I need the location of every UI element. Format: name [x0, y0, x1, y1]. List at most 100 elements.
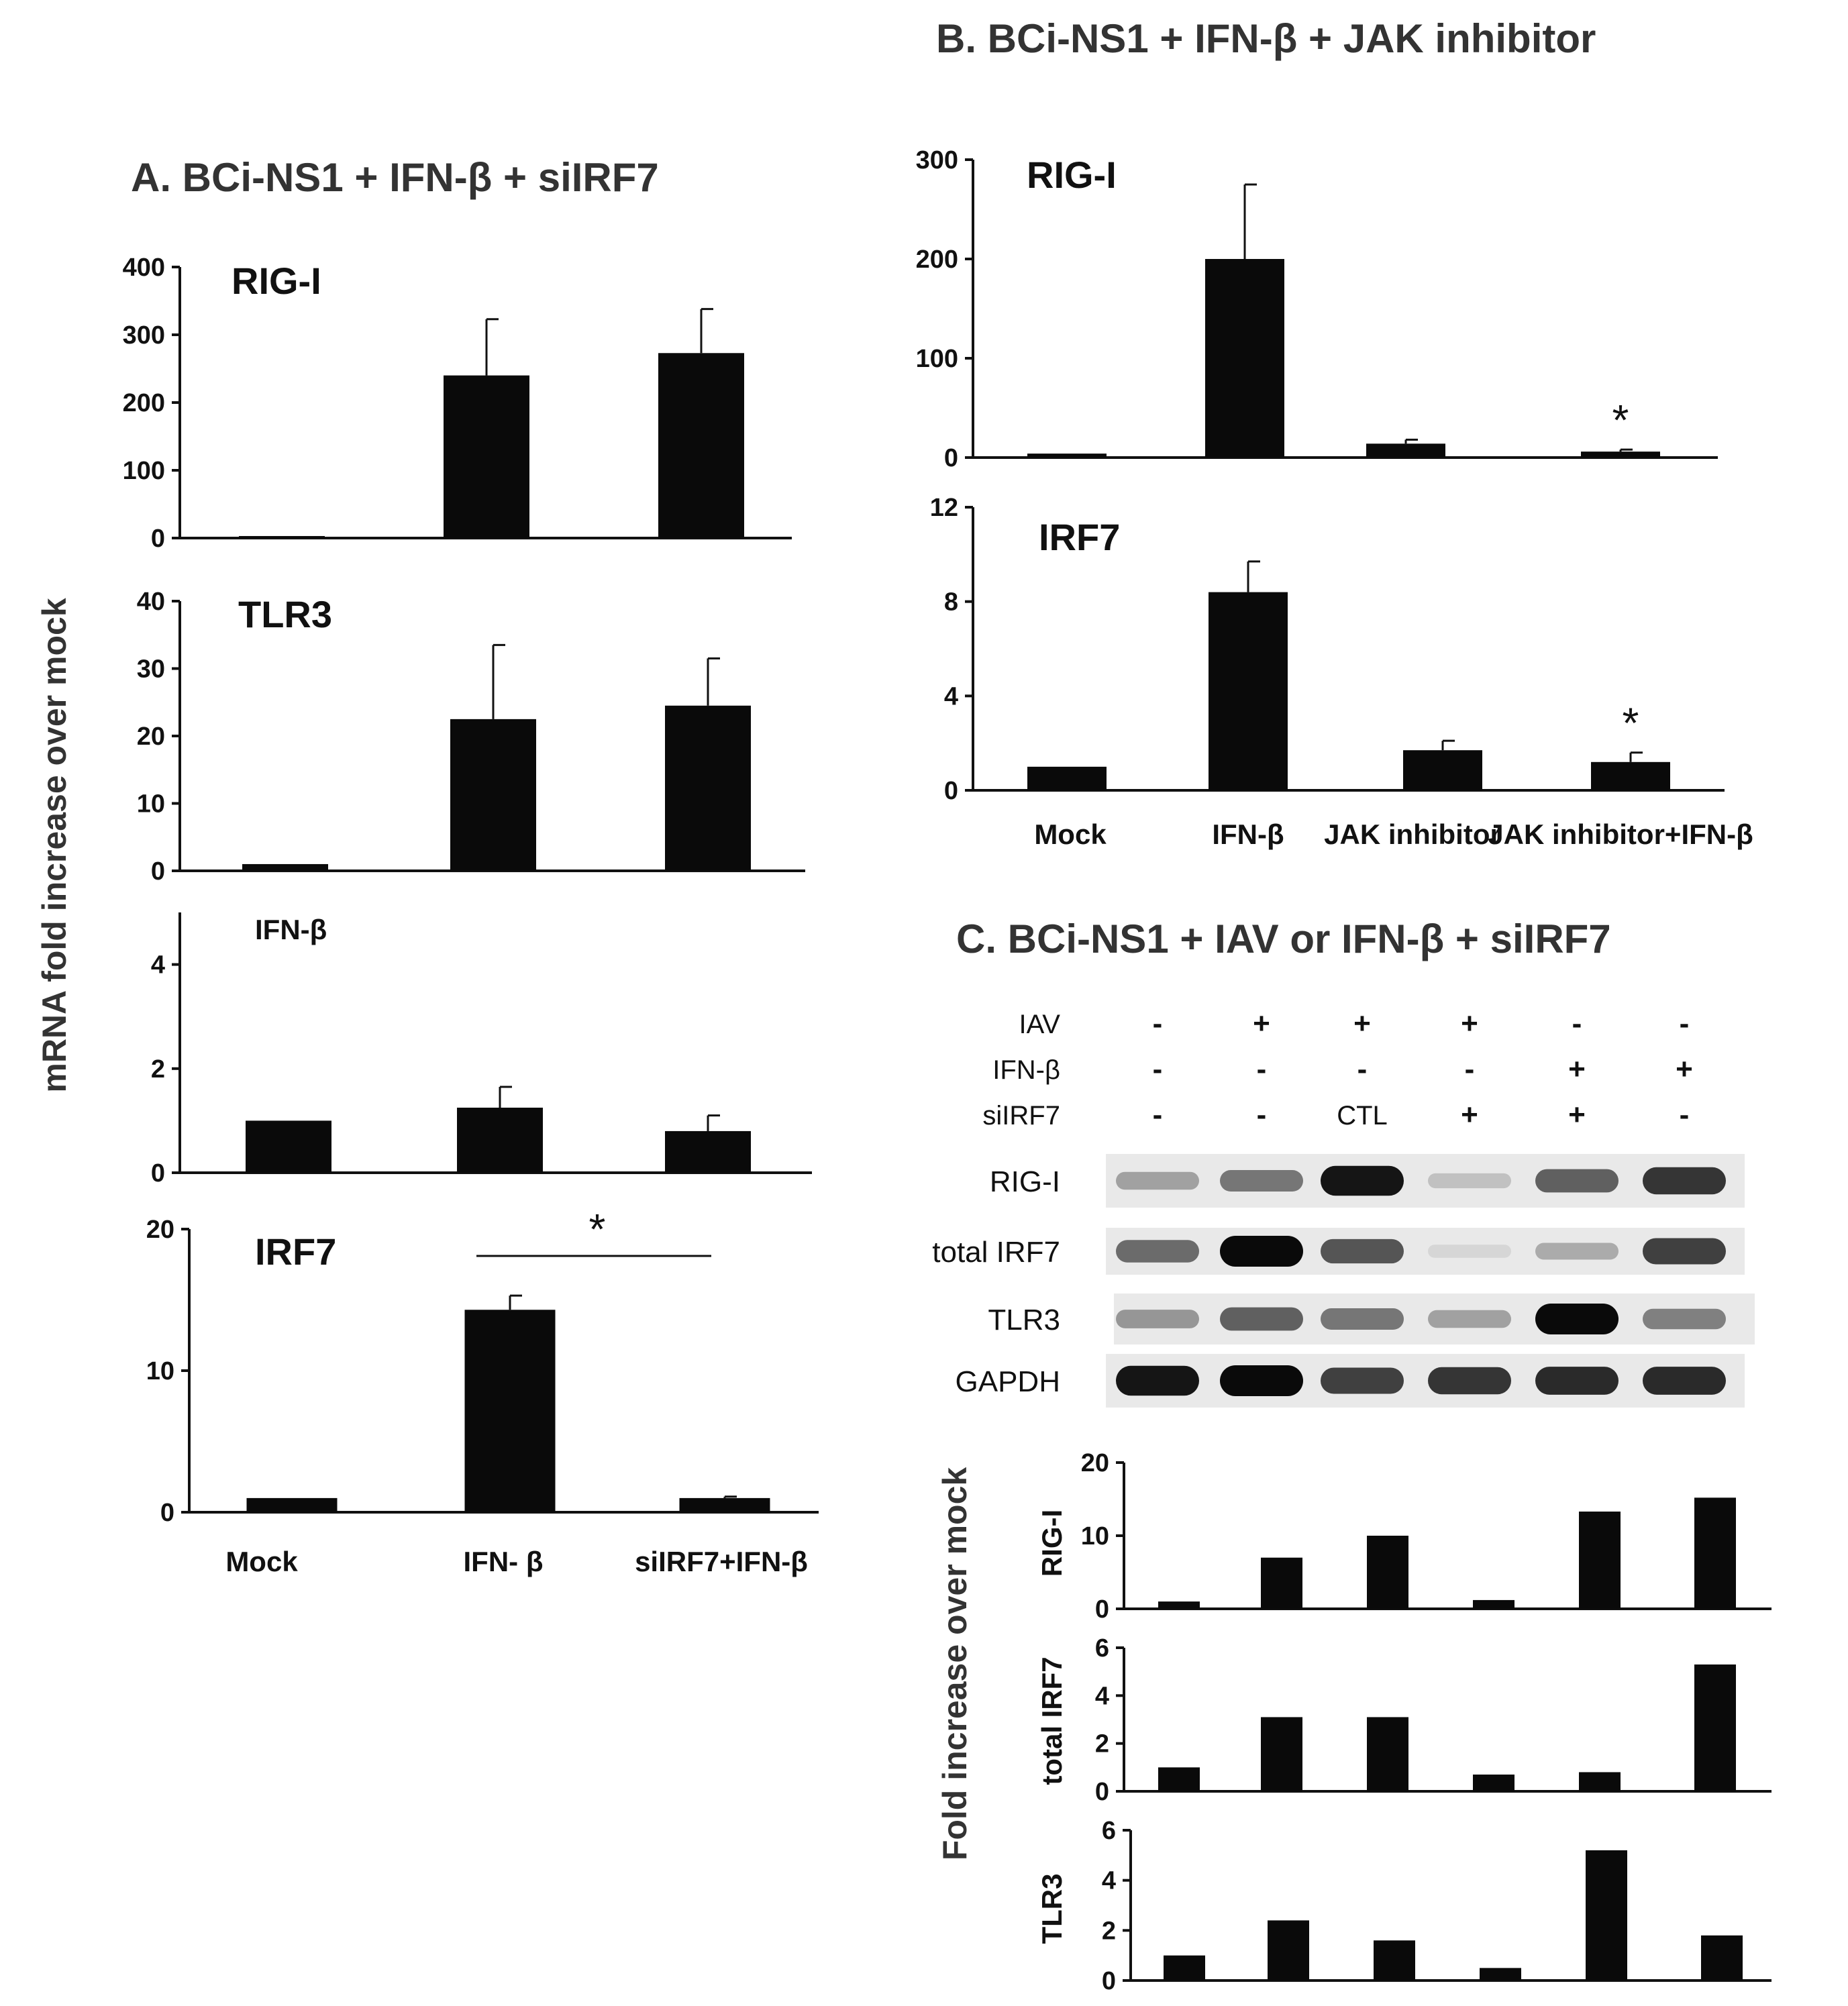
significance-star: * [589, 1205, 606, 1253]
bar [1158, 1767, 1200, 1791]
panel-a-title: A. BCi-NS1 + IFN-β + siIRF7 [131, 155, 659, 200]
bar [1586, 1850, 1627, 1981]
y-tick-label: 0 [944, 777, 958, 805]
bar [1473, 1775, 1515, 1791]
y-tick-label: 0 [944, 444, 958, 472]
y-tick-label: 10 [137, 790, 165, 819]
blot-band [1643, 1238, 1726, 1265]
blot-band [1116, 1310, 1199, 1328]
subplot-irf7: 0 10 20 IRF7 * [146, 1205, 819, 1527]
panel-c-plots: 0 10 20 RIG-I 0 2 4 6 total IRF7 0 2 4 6 TLR3 [1036, 1449, 1772, 1995]
subplot-ifn-: 0 2 4 IFN-β [151, 912, 812, 1187]
panel-a: A. BCi-NS1 + IFN-β + siIRF7 mRNA fold in… [36, 155, 819, 1577]
bar [658, 353, 744, 538]
y-tick-label: 100 [123, 457, 165, 485]
y-tick-label: 4 [151, 951, 165, 980]
y-tick-label: 0 [1102, 1967, 1116, 1995]
category-label: Mock [1034, 819, 1107, 850]
bar [1268, 1920, 1309, 1981]
gene-label: RIG-I [1036, 1510, 1068, 1577]
treatment-label: IFN-β [992, 1055, 1060, 1085]
panel-a-category-labels: Mock IFN- β siIRF7+IFN-β [225, 1546, 808, 1577]
y-tick-label: 2 [1102, 1917, 1116, 1945]
y-tick-label: 4 [1102, 1867, 1116, 1895]
bar [1261, 1557, 1302, 1609]
treatment-sign: CTL [1337, 1101, 1388, 1130]
y-tick-label: 100 [916, 345, 958, 373]
bar [1403, 750, 1482, 790]
y-tick-label: 0 [151, 1159, 165, 1187]
y-tick-label: 40 [137, 588, 165, 616]
y-tick-label: 400 [123, 254, 165, 282]
blot-band [1220, 1170, 1303, 1192]
blot-row-label: RIG-I [990, 1165, 1060, 1198]
significance-star: * [1623, 699, 1639, 747]
blot-strip [1106, 1154, 1745, 1208]
y-tick-label: 12 [930, 494, 958, 522]
treatment-sign: + [1253, 1007, 1270, 1040]
bar [1367, 1536, 1408, 1609]
bar [1027, 766, 1107, 790]
category-label: IFN-β [1212, 819, 1284, 850]
y-tick-label: 200 [916, 246, 958, 274]
bar [1158, 1601, 1200, 1609]
gene-label: IRF7 [255, 1230, 336, 1273]
bar [450, 719, 536, 871]
bar [464, 1310, 556, 1512]
significance-star: * [1612, 396, 1629, 444]
y-tick-label: 6 [1095, 1634, 1109, 1662]
category-label: JAK inhibitor+IFN-β [1488, 819, 1753, 850]
panel-b-plots: 0 100 200 300 RIG-I * 0 4 8 12 IRF7 * [916, 146, 1725, 805]
blot-band [1428, 1245, 1511, 1258]
blot-band [1535, 1367, 1619, 1395]
panel-a-ylabel: mRNA fold increase over mock [36, 598, 73, 1092]
y-tick-label: 2 [151, 1055, 165, 1084]
y-tick-label: 0 [160, 1499, 174, 1527]
treatment-sign: + [1568, 1098, 1586, 1131]
blot-band [1643, 1367, 1726, 1395]
blot-strip [1106, 1228, 1745, 1275]
bar [1209, 592, 1288, 790]
y-tick-label: 6 [1102, 1817, 1116, 1845]
treatment-sign: - [1257, 1053, 1267, 1086]
blot-row-label: TLR3 [988, 1304, 1060, 1336]
bar [1581, 452, 1660, 458]
treatment-label: siIRF7 [982, 1101, 1060, 1130]
treatment-sign: + [1461, 1007, 1478, 1040]
y-tick-label: 300 [123, 321, 165, 350]
bar [1164, 1955, 1205, 1981]
category-label: siIRF7+IFN-β [635, 1546, 808, 1577]
y-tick-label: 2 [1095, 1730, 1109, 1758]
blot-band [1535, 1304, 1619, 1334]
bar [1205, 259, 1284, 458]
bar [1579, 1772, 1621, 1791]
bar [665, 705, 751, 871]
bar [1366, 443, 1445, 458]
y-tick-label: 10 [1081, 1522, 1109, 1550]
bar [246, 1120, 331, 1173]
treatment-sign: + [1353, 1007, 1371, 1040]
panel-c-treatment-table: IAV - + + + - - IFN-β - - - - + + siIRF7 - - CTL + + - [982, 1007, 1692, 1131]
y-tick-label: 0 [1095, 1595, 1109, 1624]
bar [1480, 1968, 1521, 1981]
blot-row-label: total IRF7 [932, 1236, 1060, 1269]
treatment-sign: + [1568, 1053, 1586, 1086]
subplot-rig-i: 0 100 200 300 400 RIG-I [123, 254, 792, 553]
bar [1374, 1940, 1415, 1981]
blot-row-label: GAPDH [956, 1365, 1060, 1398]
panel-c-title: C. BCi-NS1 + IAV or IFN-β + siIRF7 [956, 916, 1611, 961]
blot-band [1321, 1238, 1404, 1264]
bar [242, 863, 328, 871]
subplot-tlr3: 0 10 20 30 40 TLR3 [137, 588, 805, 886]
treatment-label: IAV [1019, 1010, 1060, 1039]
blot-band [1321, 1367, 1404, 1394]
bar [444, 375, 529, 538]
y-tick-label: 4 [944, 682, 958, 710]
y-tick-label: 4 [1095, 1682, 1109, 1710]
subplot-rig-i: 0 100 200 300 RIG-I * [916, 146, 1718, 472]
blot-row: RIG-I [990, 1154, 1745, 1208]
gene-label: RIG-I [1027, 154, 1117, 196]
blot-band [1643, 1308, 1726, 1330]
blot-row: GAPDH [956, 1354, 1745, 1408]
